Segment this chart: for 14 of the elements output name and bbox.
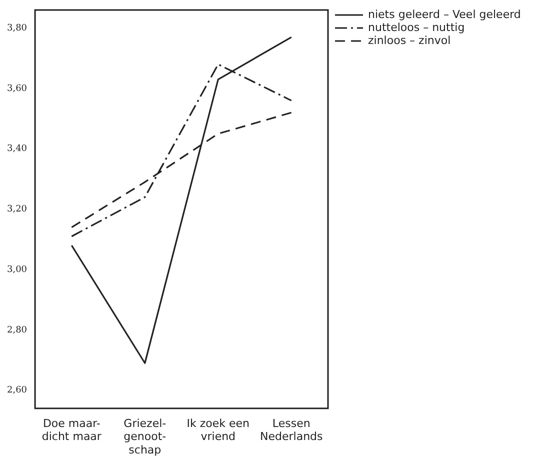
y-tick-label: 3,20 — [6, 204, 28, 215]
legend-label: niets geleerd – Veel geleerd — [368, 8, 521, 21]
x-tick-label: Doe maar- dicht maar — [42, 416, 102, 444]
x-tick-label: Ik zoek een vriend — [186, 416, 250, 444]
y-tick-label: 3,60 — [6, 84, 28, 94]
x-tick-label: Lessen Nederlands — [260, 416, 324, 444]
y-tick-label: 2,80 — [6, 325, 28, 336]
y-tick-label: 3,80 — [6, 23, 28, 34]
legend-label: zinloos – zinvol — [368, 34, 451, 47]
y-tick-label: 2,60 — [6, 386, 28, 396]
x-tick-label: Griezel- genoot- schap — [124, 416, 166, 456]
y-tick-label: 3,00 — [6, 264, 28, 275]
y-tick-label: 3,40 — [6, 144, 28, 154]
legend-label: nutteloos – nuttig — [368, 21, 465, 34]
